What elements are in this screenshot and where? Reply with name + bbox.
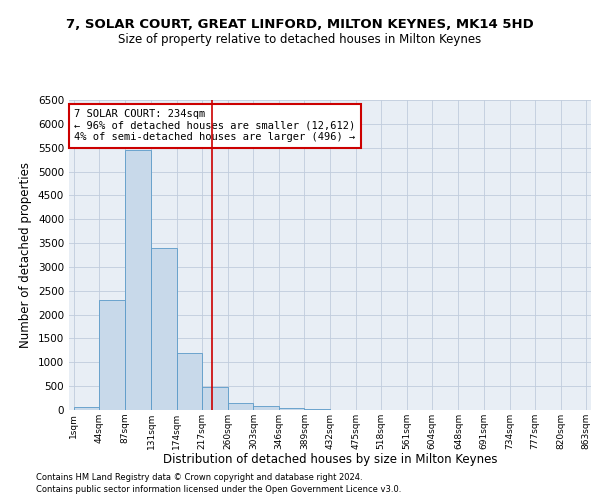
Bar (125, 150, 151, 410)
Bar (202, 387, 228, 410)
Bar (100, 300, 125, 410)
Bar (176, 353, 202, 410)
Bar (253, 406, 279, 410)
Bar (74, 407, 100, 410)
Bar (304, 409, 330, 410)
Y-axis label: Number of detached properties: Number of detached properties (19, 162, 32, 348)
Bar (151, 248, 176, 410)
Bar (228, 403, 253, 410)
Text: Contains public sector information licensed under the Open Government Licence v3: Contains public sector information licen… (36, 485, 401, 494)
Text: Contains HM Land Registry data © Crown copyright and database right 2024.: Contains HM Land Registry data © Crown c… (36, 472, 362, 482)
Text: Size of property relative to detached houses in Milton Keynes: Size of property relative to detached ho… (118, 32, 482, 46)
Text: 7, SOLAR COURT, GREAT LINFORD, MILTON KEYNES, MK14 5HD: 7, SOLAR COURT, GREAT LINFORD, MILTON KE… (66, 18, 534, 30)
Text: 7 SOLAR COURT: 234sqm
← 96% of detached houses are smaller (12,612)
4% of semi-d: 7 SOLAR COURT: 234sqm ← 96% of detached … (74, 110, 355, 142)
Text: Distribution of detached houses by size in Milton Keynes: Distribution of detached houses by size … (163, 452, 497, 466)
Bar (279, 408, 304, 410)
